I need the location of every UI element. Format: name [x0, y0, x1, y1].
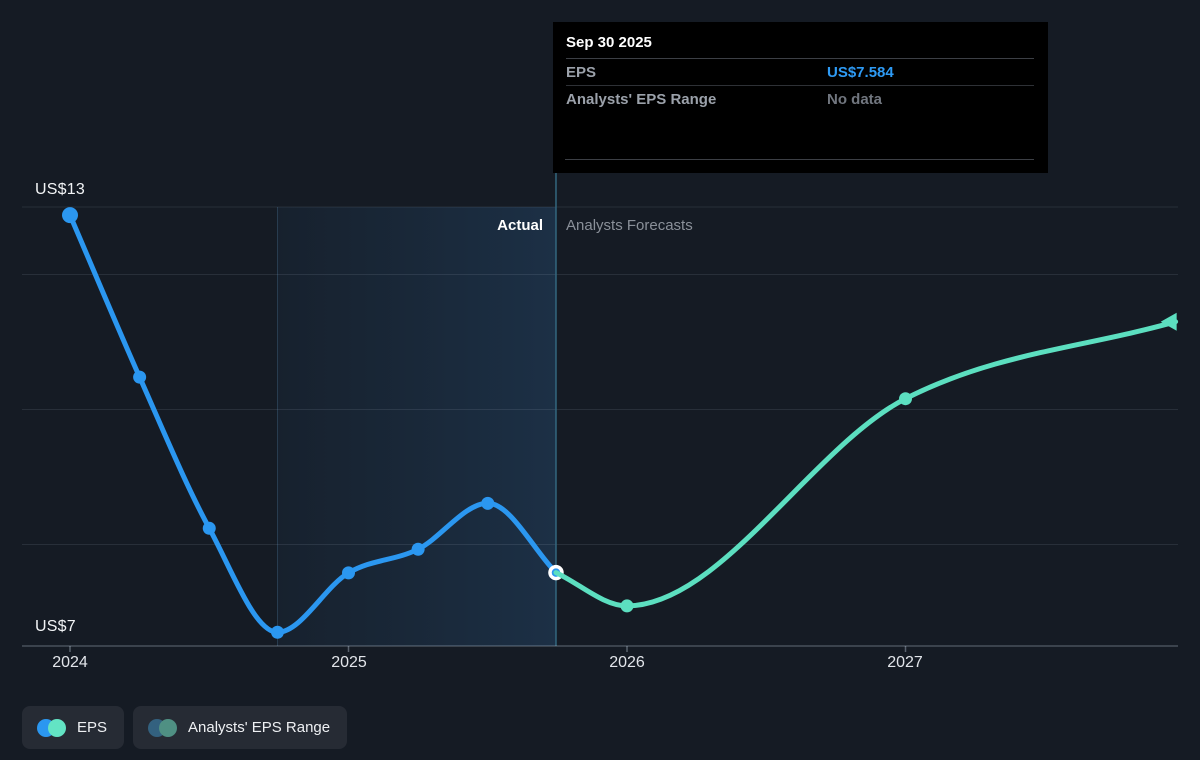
legend-label-eps: EPS: [77, 719, 108, 736]
forecast-end-arrow-icon: [1160, 312, 1177, 331]
chart-legend: EPS Analysts' EPS Range: [22, 706, 348, 749]
tooltip-range-value: No data: [827, 91, 883, 108]
section-label-forecasts: Analysts Forecasts: [566, 217, 693, 234]
eps-legend-dots-icon: [37, 718, 66, 737]
data-point-actual: [202, 521, 216, 535]
series-line-forecast: [553, 319, 1179, 609]
legend-chip-eps[interactable]: EPS: [22, 706, 125, 749]
tooltip-row-eps: EPS US$7.584: [566, 59, 1034, 86]
y-axis-label-top: US$13: [35, 181, 85, 198]
tooltip-row-range: Analysts' EPS Range No data: [566, 86, 1034, 113]
x-axis-label-2027: 2027: [887, 654, 923, 671]
legend-label-eps-range: Analysts' EPS Range: [188, 719, 331, 736]
data-point-actual: [481, 496, 495, 510]
tooltip-eps-value: US$7.584: [827, 63, 894, 81]
eps-range-legend-dots-icon: [148, 718, 178, 737]
x-axis-label-2026: 2026: [609, 654, 645, 671]
tooltip-eps-label: EPS: [566, 63, 597, 81]
data-point-actual: [62, 207, 78, 224]
x-axis-label-2024: 2024: [52, 654, 88, 671]
tooltip-range-label: Analysts' EPS Range: [566, 91, 717, 108]
data-point-forecast: [899, 392, 912, 406]
tooltip-date: Sep 30 2025: [566, 22, 1034, 59]
fiscal-year-highlight-band: [277, 207, 556, 646]
data-point-actual: [342, 566, 355, 580]
y-axis-label-bottom: US$7: [35, 618, 76, 635]
data-point-actual: [411, 542, 425, 556]
tooltip-bottom-rule: [565, 159, 1034, 160]
x-axis-label-2025: 2025: [331, 654, 367, 671]
data-point-forecast: [620, 599, 634, 613]
section-label-actual: Actual: [497, 217, 543, 234]
data-point-actual: [270, 625, 284, 639]
range-teal-dot-icon: [159, 718, 178, 737]
chart-tooltip: Sep 30 2025 EPS US$7.584 Analysts' EPS R…: [553, 22, 1048, 173]
eps-teal-dot-icon: [48, 718, 66, 737]
data-point-actual: [133, 370, 147, 384]
legend-chip-eps-range[interactable]: Analysts' EPS Range: [133, 706, 348, 749]
